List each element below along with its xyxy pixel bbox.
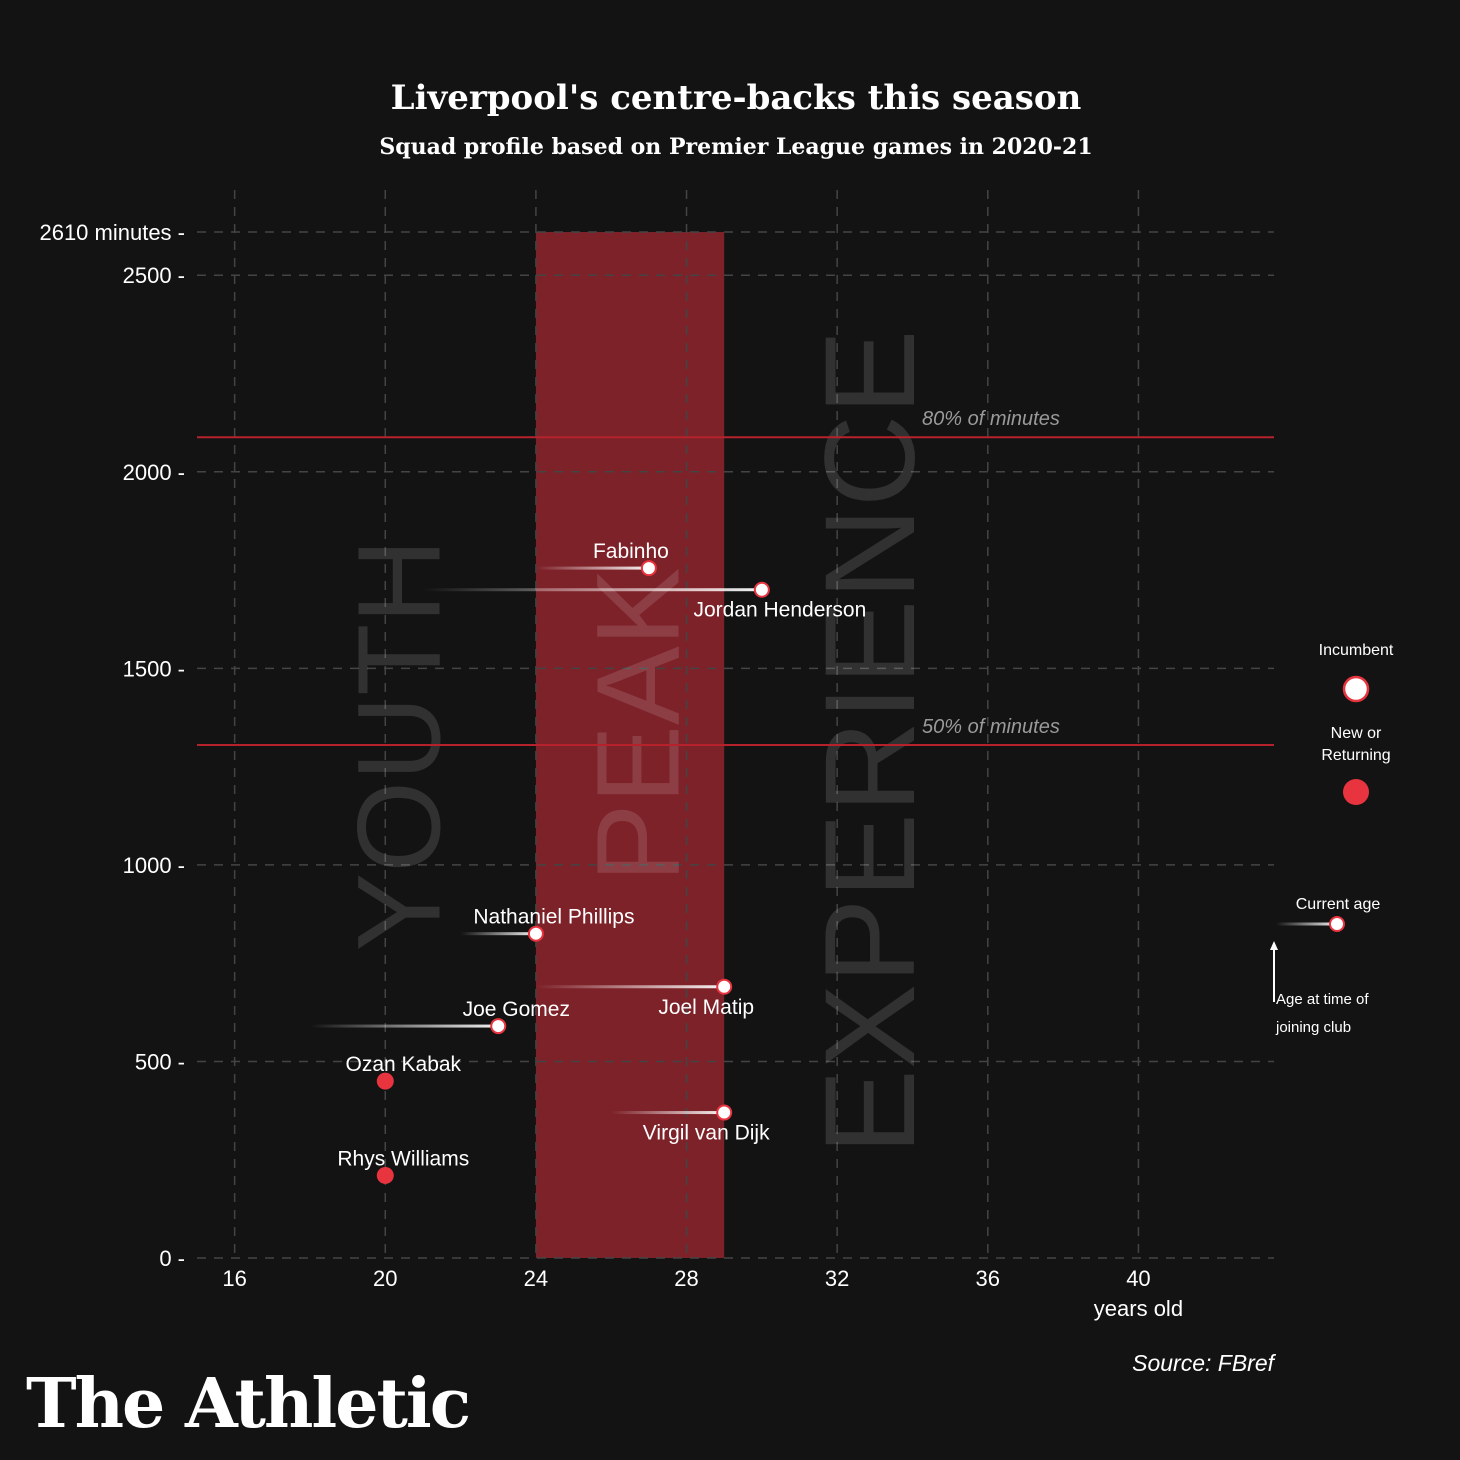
y-tick-label: 1500 -: [123, 656, 185, 681]
incumbent-dot: [490, 1018, 507, 1035]
tenure-trail: [460, 932, 536, 936]
x-axis-title: years old: [1094, 1296, 1183, 1321]
player-label: Fabinho: [593, 540, 669, 563]
y-tick-label: 0 -: [159, 1246, 185, 1271]
y-tick-label: 2000 -: [123, 460, 185, 485]
x-tick-label: 20: [373, 1266, 397, 1291]
player-label: Joe Gomez: [463, 998, 570, 1021]
legend-new-label: New or Returning: [1321, 725, 1391, 764]
y-tick-label: 500 -: [135, 1049, 185, 1074]
x-tick-label: 36: [976, 1266, 1000, 1291]
incumbent-dot: [640, 560, 657, 577]
tenure-trail: [422, 588, 762, 592]
zone-label-experience: EXPERIENCE: [799, 329, 942, 1154]
chart-subtitle: Squad profile based on Premier League ga…: [379, 134, 1093, 160]
legend-age-joined-label: Age at time of joining club: [1276, 991, 1369, 1036]
new-player-dot: [376, 1166, 394, 1184]
legend-current-age-label: Current age: [1295, 896, 1381, 913]
tenure-trail: [535, 985, 725, 989]
tenure-trail: [535, 566, 649, 570]
x-tick-label: 24: [524, 1266, 548, 1291]
reference-line-label: 80% of minutes: [922, 408, 1060, 430]
zone-label-peak: PEAK: [572, 568, 704, 883]
legend-trail: [1276, 922, 1337, 926]
incumbent-dot: [716, 1104, 733, 1121]
player-label: Virgil van Dijk: [643, 1122, 770, 1145]
incumbent-dot: [527, 925, 544, 942]
player-label: Rhys Williams: [337, 1147, 469, 1170]
x-tick-label: 32: [825, 1266, 849, 1291]
y-tick-label: 2500 -: [123, 263, 185, 288]
tenure-trail: [611, 1111, 725, 1115]
player-label: Jordan Henderson: [693, 599, 866, 622]
reference-line-label: 50% of minutes: [922, 716, 1060, 738]
legend-new-dot: [1343, 779, 1369, 805]
player-label: Ozan Kabak: [345, 1053, 461, 1076]
legend-current-age-dot: [1329, 916, 1345, 932]
source-note: Source: FBref: [1132, 1350, 1274, 1376]
y-tick-label: 1000 -: [123, 853, 185, 878]
x-tick-label: 16: [222, 1266, 246, 1291]
legend-arrow-head: [1270, 941, 1278, 950]
x-tick-label: 28: [674, 1266, 698, 1291]
incumbent-dot: [716, 978, 733, 995]
chart-title: Liverpool's centre-backs this season: [390, 78, 1082, 118]
incumbent-dot: [753, 581, 770, 598]
tenure-trail: [309, 1024, 499, 1028]
brand-logo: The Athletic: [26, 1364, 471, 1444]
legend-incumbent-dot: [1342, 675, 1370, 703]
x-tick-label: 40: [1126, 1266, 1150, 1291]
new-player-dot: [376, 1072, 394, 1090]
player-label: Joel Matip: [658, 996, 754, 1019]
y-top-label: 2610 minutes -: [39, 220, 185, 245]
player-label: Nathaniel Phillips: [473, 906, 634, 929]
legend-incumbent-label: Incumbent: [1318, 642, 1394, 659]
